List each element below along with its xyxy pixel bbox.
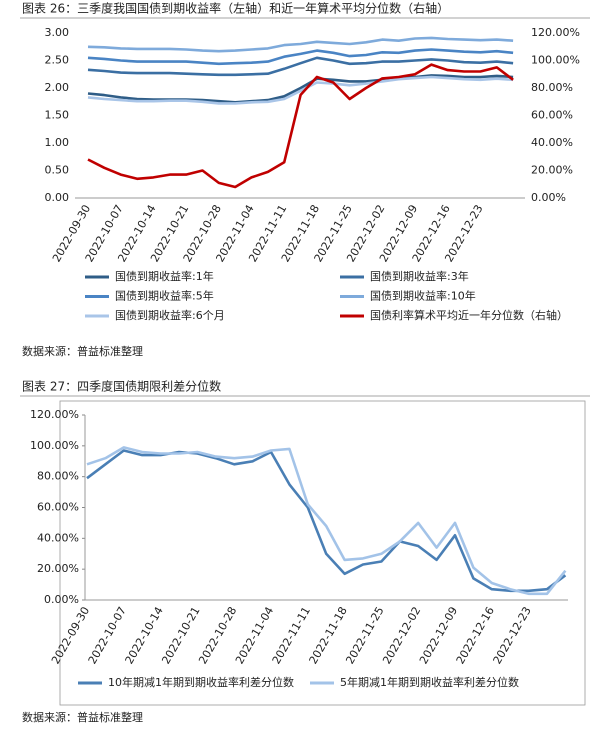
legend-label: 国债到期收益率:6个月 bbox=[115, 308, 225, 322]
legend-label: 国债到期收益率:10年 bbox=[370, 289, 476, 303]
x-tick-label: 2022-10-28 bbox=[196, 605, 239, 667]
series-line bbox=[87, 56, 514, 77]
y2-tick-label: 120.00% bbox=[531, 26, 580, 39]
x-tick-label: 2022-12-09 bbox=[417, 605, 460, 667]
y-tick-label: 60.00% bbox=[37, 501, 79, 514]
x-tick-label: 2022-11-18 bbox=[307, 605, 350, 667]
chart-title: 图表 26：三季度我国国债到期收益率（左轴）和近一年算术平均分位数（右轴） bbox=[22, 1, 449, 16]
legend-label: 国债到期收益率:3年 bbox=[370, 269, 469, 283]
legend-label: 国债到期收益率:1年 bbox=[115, 269, 214, 283]
x-tick-label: 2022-10-14 bbox=[123, 605, 166, 667]
y-tick-label: 2.00 bbox=[45, 81, 70, 94]
x-tick-label: 2022-11-04 bbox=[233, 605, 276, 667]
y2-tick-label: 60.00% bbox=[531, 109, 573, 122]
legend-label: 10年期减1年期到期收益率利差分位数 bbox=[108, 675, 294, 689]
series-line bbox=[87, 48, 514, 66]
x-tick-label: 2022-12-16 bbox=[454, 605, 497, 667]
x-tick-label: 2022-10-21 bbox=[159, 605, 202, 667]
y-tick-label: 1.50 bbox=[45, 109, 70, 122]
y-tick-label: 0.00% bbox=[44, 593, 79, 606]
legend-label: 5年期减1年期到期收益率利差分位数 bbox=[340, 675, 519, 689]
series-line bbox=[87, 74, 514, 104]
y2-tick-label: 0.00% bbox=[531, 191, 566, 204]
series-line bbox=[87, 75, 514, 105]
y-tick-label: 80.00% bbox=[37, 470, 79, 483]
series-line bbox=[87, 63, 514, 189]
y-tick-label: 0.50 bbox=[45, 164, 70, 177]
legend-label: 国债到期收益率:5年 bbox=[115, 289, 214, 303]
y-tick-label: 20.00% bbox=[37, 562, 79, 575]
source-note: 数据来源：普益标准整理 bbox=[22, 710, 143, 724]
y2-tick-label: 80.00% bbox=[531, 81, 573, 94]
chart-frame bbox=[59, 400, 586, 706]
chart-title: 图表 27：四季度国债期限利差分位数 bbox=[22, 379, 221, 394]
y-tick-label: 1.00 bbox=[45, 136, 70, 149]
y2-tick-label: 40.00% bbox=[531, 136, 573, 149]
x-tick-label: 2022-12-02 bbox=[380, 605, 423, 667]
x-tick-label: 2022-12-23 bbox=[491, 605, 534, 667]
legend-label: 国债利率算术平均近一年分位数（右轴） bbox=[370, 308, 568, 322]
y-tick-label: 3.00 bbox=[45, 26, 70, 39]
y-tick-label: 40.00% bbox=[37, 531, 79, 544]
x-tick-label: 2022-09-30 bbox=[49, 605, 92, 667]
x-tick-label: 2022-11-25 bbox=[343, 605, 386, 667]
source-note: 数据来源：普益标准整理 bbox=[22, 344, 143, 358]
series-line bbox=[86, 449, 567, 593]
x-tick-label: 2022-11-11 bbox=[270, 605, 313, 667]
y-tick-label: 100.00% bbox=[30, 439, 79, 452]
y-tick-label: 0.00 bbox=[45, 191, 70, 204]
y2-tick-label: 100.00% bbox=[531, 54, 580, 67]
series-line bbox=[87, 36, 514, 53]
y2-tick-label: 20.00% bbox=[531, 164, 573, 177]
y-tick-label: 2.50 bbox=[45, 54, 70, 67]
x-tick-label: 2022-10-07 bbox=[86, 605, 129, 667]
y-tick-label: 120.00% bbox=[30, 408, 79, 421]
series-line bbox=[86, 446, 567, 596]
